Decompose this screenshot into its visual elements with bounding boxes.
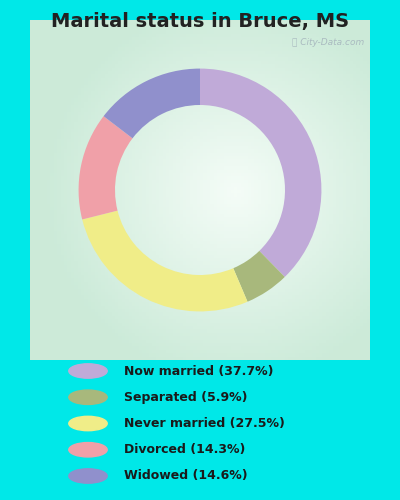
Circle shape — [69, 469, 107, 483]
Text: Widowed (14.6%): Widowed (14.6%) — [124, 470, 248, 482]
Wedge shape — [104, 68, 200, 138]
Text: Never married (27.5%): Never married (27.5%) — [124, 417, 285, 430]
Wedge shape — [78, 116, 132, 220]
Text: Marital status in Bruce, MS: Marital status in Bruce, MS — [51, 12, 349, 32]
Circle shape — [69, 416, 107, 430]
Circle shape — [69, 364, 107, 378]
Wedge shape — [200, 68, 322, 277]
Text: ⓘ City-Data.com: ⓘ City-Data.com — [292, 38, 364, 47]
Wedge shape — [233, 251, 285, 302]
Text: Now married (37.7%): Now married (37.7%) — [124, 364, 274, 378]
Circle shape — [69, 390, 107, 404]
Text: Separated (5.9%): Separated (5.9%) — [124, 391, 248, 404]
Text: Divorced (14.3%): Divorced (14.3%) — [124, 443, 245, 456]
Wedge shape — [82, 210, 248, 312]
Circle shape — [69, 442, 107, 457]
